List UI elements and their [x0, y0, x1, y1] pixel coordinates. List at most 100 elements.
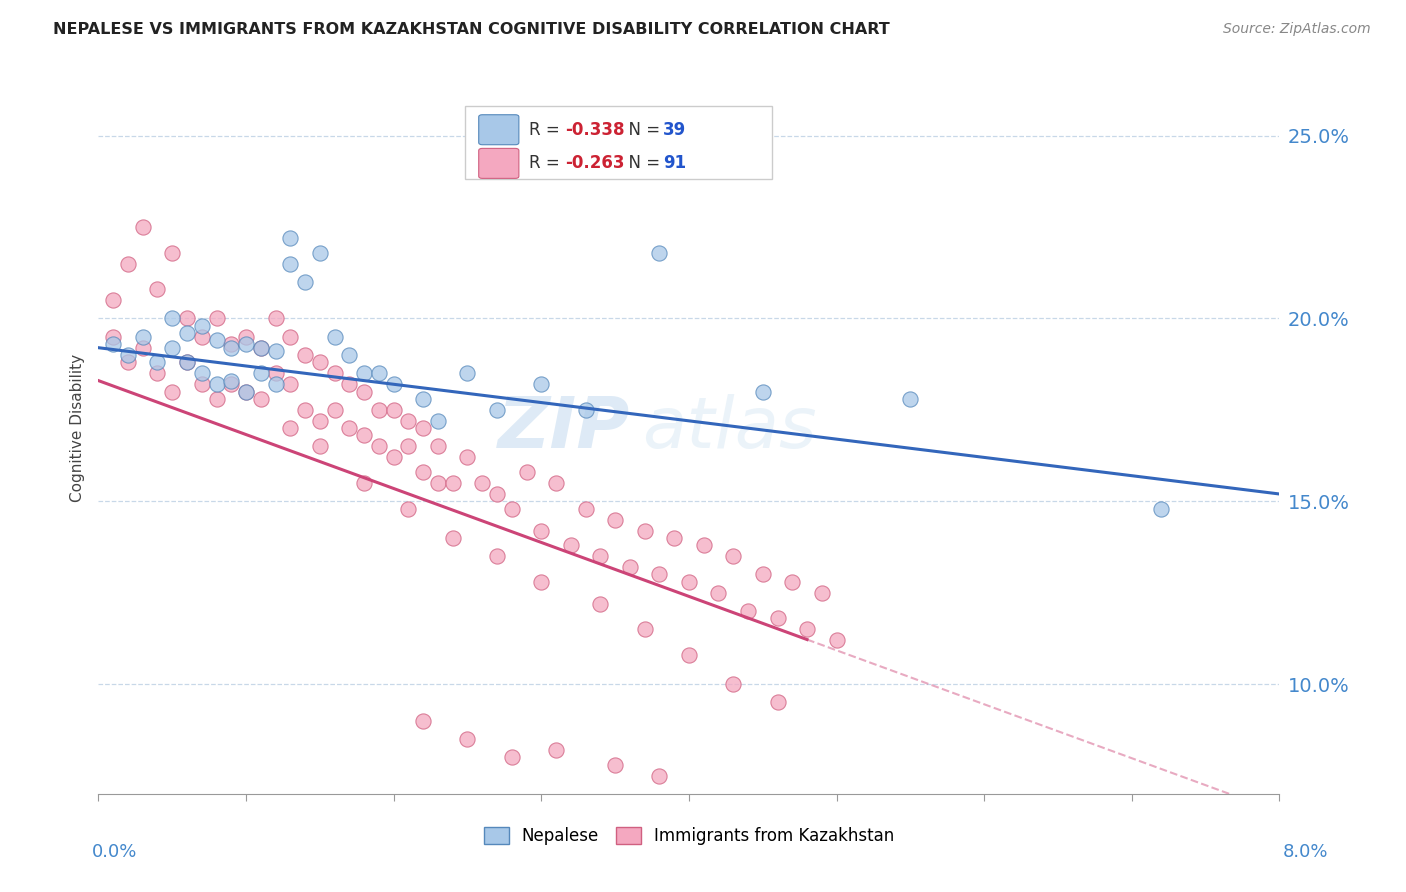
Point — [412, 392, 434, 406]
Point — [205, 377, 228, 392]
Point — [589, 597, 612, 611]
Point — [323, 329, 346, 343]
Point — [205, 334, 228, 348]
Point — [221, 377, 243, 392]
Point — [486, 487, 509, 501]
Point — [752, 567, 775, 582]
Point — [441, 476, 464, 491]
Point — [294, 348, 316, 362]
Point — [280, 257, 302, 271]
Point — [900, 392, 922, 406]
Point — [309, 355, 332, 369]
Point — [605, 512, 627, 526]
Point — [146, 366, 169, 380]
Point — [457, 731, 479, 746]
Point — [280, 231, 302, 245]
FancyBboxPatch shape — [478, 115, 519, 145]
Point — [398, 501, 420, 516]
Point — [294, 403, 316, 417]
Point — [664, 531, 686, 545]
Text: N =: N = — [619, 154, 665, 172]
Point — [752, 384, 775, 399]
Point — [648, 768, 671, 783]
Point — [323, 403, 346, 417]
Point — [457, 366, 479, 380]
Point — [323, 366, 346, 380]
Point — [737, 604, 759, 618]
Point — [339, 348, 361, 362]
Text: -0.338: -0.338 — [565, 120, 624, 139]
Text: R =: R = — [530, 154, 565, 172]
Point — [103, 329, 125, 343]
Point — [678, 648, 700, 662]
FancyBboxPatch shape — [464, 106, 772, 179]
Point — [427, 476, 450, 491]
Point — [264, 377, 287, 392]
Point — [132, 341, 155, 355]
Point — [723, 677, 745, 691]
Point — [264, 311, 287, 326]
Point — [191, 318, 214, 333]
FancyBboxPatch shape — [478, 148, 519, 178]
Point — [575, 403, 598, 417]
Legend: Nepalese, Immigrants from Kazakhstan: Nepalese, Immigrants from Kazakhstan — [477, 820, 901, 851]
Point — [427, 414, 450, 428]
Point — [486, 403, 509, 417]
Point — [191, 329, 214, 343]
Point — [132, 329, 155, 343]
Point — [309, 245, 332, 260]
Point — [221, 341, 243, 355]
Text: R =: R = — [530, 120, 565, 139]
Point — [501, 501, 523, 516]
Point — [530, 524, 553, 538]
Point — [412, 465, 434, 479]
Point — [221, 337, 243, 351]
Point — [766, 611, 789, 625]
Point — [546, 743, 568, 757]
Point — [235, 337, 257, 351]
Point — [176, 355, 198, 369]
Text: NEPALESE VS IMMIGRANTS FROM KAZAKHSTAN COGNITIVE DISABILITY CORRELATION CHART: NEPALESE VS IMMIGRANTS FROM KAZAKHSTAN C… — [53, 22, 890, 37]
Point — [103, 293, 125, 307]
Point — [575, 501, 598, 516]
Point — [176, 326, 198, 340]
Point — [546, 476, 568, 491]
Point — [825, 633, 848, 648]
Point — [339, 421, 361, 435]
Point — [309, 414, 332, 428]
Point — [250, 392, 273, 406]
Point — [516, 465, 538, 479]
Point — [486, 549, 509, 564]
Point — [117, 355, 139, 369]
Point — [382, 403, 405, 417]
Point — [501, 750, 523, 764]
Point — [162, 245, 183, 260]
Point — [353, 476, 375, 491]
Point — [221, 374, 243, 388]
Point — [782, 574, 804, 589]
Point — [191, 366, 214, 380]
Point — [117, 257, 139, 271]
Point — [634, 524, 657, 538]
Point — [162, 384, 183, 399]
Point — [1150, 501, 1173, 516]
Text: Source: ZipAtlas.com: Source: ZipAtlas.com — [1223, 22, 1371, 37]
Point — [264, 366, 287, 380]
Point — [353, 384, 375, 399]
Point — [250, 341, 273, 355]
Point — [146, 355, 169, 369]
Text: 91: 91 — [664, 154, 686, 172]
Point — [205, 392, 228, 406]
Point — [280, 377, 302, 392]
Point — [162, 311, 183, 326]
Point — [235, 384, 257, 399]
Point — [162, 341, 183, 355]
Point — [693, 538, 716, 552]
Point — [191, 377, 214, 392]
Point — [280, 421, 302, 435]
Point — [250, 341, 273, 355]
Point — [605, 757, 627, 772]
Point — [264, 344, 287, 359]
Text: -0.263: -0.263 — [565, 154, 624, 172]
Point — [339, 377, 361, 392]
